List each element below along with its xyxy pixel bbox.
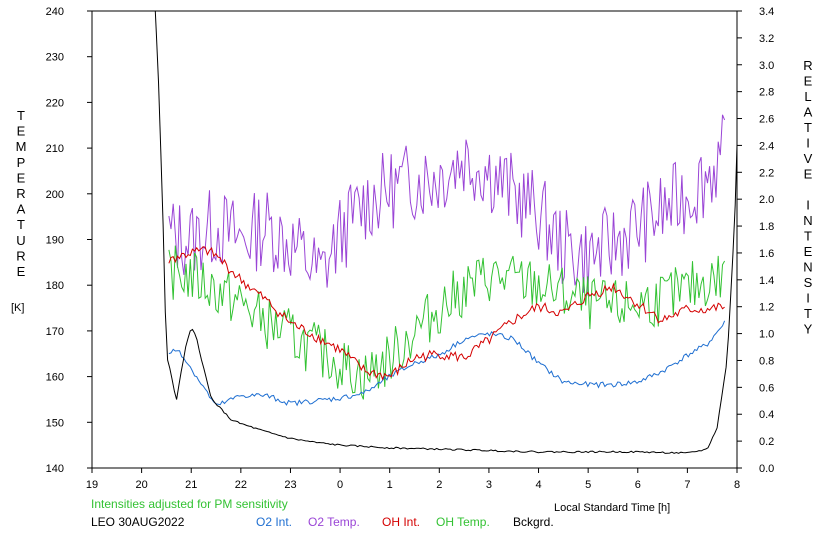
legend: O2 Int. O2 Temp. OH Int. OH Temp. Bckgrd. — [256, 515, 554, 529]
series-oh-temp — [168, 245, 726, 400]
y-left-tick-label: 150 — [46, 417, 64, 429]
y-left-tick-label: 220 — [46, 97, 64, 109]
y-left-tick-label: 180 — [46, 280, 64, 292]
y-right-tick-label: 3.0 — [759, 60, 774, 72]
y-right-tick-label: 2.2 — [759, 167, 774, 179]
x-tick-label: 2 — [436, 479, 442, 491]
x-axis-label: Local Standard Time [h] — [554, 502, 670, 514]
y-left-tick-label: 140 — [46, 463, 64, 475]
legend-item: O2 Int. — [256, 515, 292, 529]
y-right-tick-label: 3.4 — [759, 6, 774, 18]
x-tick-label: 21 — [185, 479, 197, 491]
y-right-tick-label: 1.0 — [759, 329, 774, 341]
y-right-tick-label: 1.4 — [759, 275, 774, 287]
x-tick-label: 1 — [387, 479, 393, 491]
y-left-tick-label: 210 — [46, 143, 64, 155]
data-series — [154, 11, 737, 454]
y-right-tick-label: 2.6 — [759, 114, 774, 126]
legend-item: O2 Temp. — [308, 515, 360, 529]
y-right-tick-label: 2.0 — [759, 194, 774, 206]
y-right-tick-label: 3.2 — [759, 33, 774, 45]
x-tick-label: 23 — [284, 479, 296, 491]
x-tick-label: 8 — [734, 479, 740, 491]
series-o2-int — [168, 320, 726, 407]
x-tick-label: 0 — [337, 479, 343, 491]
y-right-tick-label: 0.2 — [759, 436, 774, 448]
x-tick-label: 5 — [585, 479, 591, 491]
series-bckgrd — [154, 11, 737, 454]
y-left-tick-label: 200 — [46, 189, 64, 201]
y-right-tick-label: 1.2 — [759, 302, 774, 314]
y-left-tick-label: 240 — [46, 6, 64, 18]
y-left-tick-label: 160 — [46, 372, 64, 384]
x-tick-label: 3 — [486, 479, 492, 491]
y-right-tick-label: 0.8 — [759, 355, 774, 367]
x-tick-label: 6 — [635, 479, 641, 491]
y-left-tick-label: 230 — [46, 52, 64, 64]
y-left-tick-label: 190 — [46, 235, 64, 247]
y-right-tick-label: 2.8 — [759, 87, 774, 99]
series-o2-temp — [168, 114, 726, 296]
pm-sensitivity-note: Intensities adjusted for PM sensitivity — [91, 497, 288, 511]
legend-item: OH Temp. — [436, 515, 490, 529]
station-date: LEO 30AUG2022 — [91, 515, 185, 529]
x-tick-label: 20 — [135, 479, 147, 491]
y-right-tick-label: 0.4 — [759, 409, 774, 421]
y-left-tick-label: 170 — [46, 326, 64, 338]
x-tick-label: 4 — [535, 479, 541, 491]
y-right-tick-label: 2.4 — [759, 140, 774, 152]
y-right-tick-label: 1.8 — [759, 221, 774, 233]
y-right-tick-label: 1.6 — [759, 248, 774, 260]
axis-ticks: 19 20 21 22 23 0 1 2 3 4 5 6 7 8140150160170180190200… — [46, 6, 775, 491]
series-oh-int — [168, 246, 725, 381]
x-tick-label: 19 — [86, 479, 98, 491]
y-right-tick-label: 0.0 — [759, 463, 774, 475]
legend-item: OH Int. — [382, 515, 420, 529]
legend-item: Bckgrd. — [513, 515, 554, 529]
x-tick-label: 22 — [235, 479, 247, 491]
x-tick-label: 7 — [684, 479, 690, 491]
y-right-tick-label: 0.6 — [759, 382, 774, 394]
y-axis-left-unit: [K] — [11, 302, 24, 314]
